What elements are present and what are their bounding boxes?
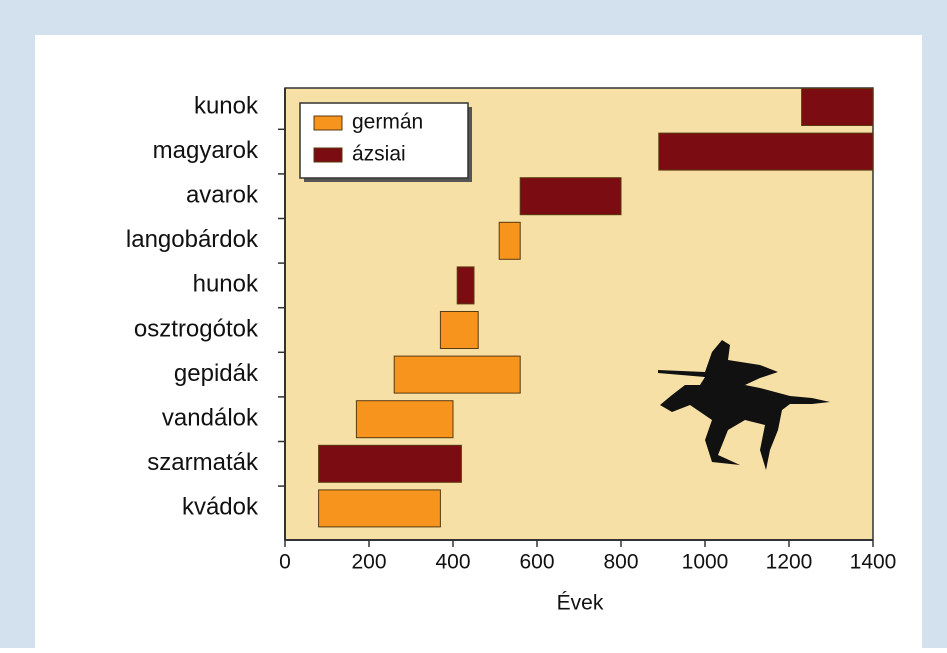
bar xyxy=(659,133,873,170)
y-tick-label: vandálok xyxy=(162,405,259,432)
page: Évek 0 200 400 600 800 1000 1200 1400 kunok magya… xyxy=(0,0,947,653)
bar xyxy=(319,445,462,482)
chart: Évek 0 200 400 600 800 1000 1200 1400 kunok magya… xyxy=(0,0,947,648)
bar xyxy=(802,89,873,126)
x-tick-label: 200 xyxy=(351,551,386,574)
y-tick-label: hunok xyxy=(193,271,259,298)
x-tick-label: 800 xyxy=(603,551,638,574)
y-tick-label: kvádok xyxy=(182,494,259,521)
legend-swatch xyxy=(314,116,342,130)
y-tick-label: gepidák xyxy=(174,360,259,387)
legend-label: ázsiai xyxy=(352,143,406,166)
x-tick-label: 600 xyxy=(519,551,554,574)
legend-swatch xyxy=(314,148,342,162)
y-tick-label: osztrogótok xyxy=(134,315,259,342)
y-tick-label: langobárdok xyxy=(126,226,259,253)
x-tick-label: 1000 xyxy=(682,551,729,574)
bar xyxy=(319,490,441,527)
y-tick-label: szarmaták xyxy=(147,449,259,476)
legend-label: germán xyxy=(352,111,423,134)
x-tick-label: 1200 xyxy=(766,551,813,574)
bar xyxy=(499,222,520,259)
bar xyxy=(440,312,478,349)
x-tick-label: 400 xyxy=(435,551,470,574)
x-axis-label: Évek xyxy=(557,592,604,615)
bar xyxy=(520,178,621,215)
bar xyxy=(356,401,453,438)
bar xyxy=(394,356,520,393)
x-tick-label: 1400 xyxy=(850,551,897,574)
y-tick-label: kunok xyxy=(194,92,259,119)
y-tick-label: avarok xyxy=(186,182,259,209)
bar xyxy=(457,267,474,304)
x-tick-label: 0 xyxy=(279,551,291,574)
y-tick-label: magyarok xyxy=(153,137,259,164)
